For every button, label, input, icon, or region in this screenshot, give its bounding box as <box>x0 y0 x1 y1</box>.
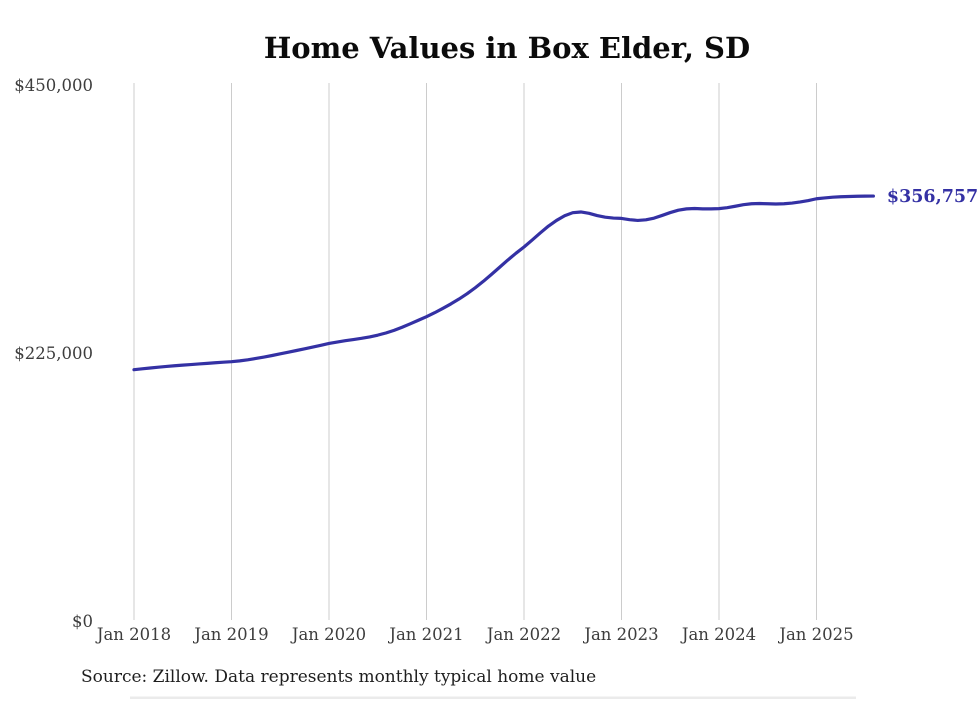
x-tick-label: Jan 2021 <box>387 625 463 644</box>
cropped-content-artifact <box>130 696 856 699</box>
y-tick-label: $225,000 <box>14 344 93 363</box>
home-value-line <box>132 194 875 372</box>
x-tick-label: Jan 2024 <box>680 625 756 644</box>
x-tick-label: Jan 2023 <box>582 625 658 644</box>
source-note: Source: Zillow. Data represents monthly … <box>81 667 596 687</box>
x-tick-label: Jan 2018 <box>95 625 171 644</box>
x-tick-label: Jan 2019 <box>192 625 268 644</box>
vertical-gridlines <box>133 83 817 620</box>
x-tick-label: Jan 2022 <box>485 625 561 644</box>
y-axis-labels: $0 $225,000 $450,000 <box>14 76 93 631</box>
final-value-label: $356,757 <box>887 187 978 207</box>
y-tick-label: $450,000 <box>14 76 93 95</box>
x-tick-label: Jan 2025 <box>777 625 853 644</box>
chart-title: Home Values in Box Elder, SD <box>264 31 750 65</box>
home-value-line-series <box>132 194 875 372</box>
x-axis-labels: Jan 2018 Jan 2019 Jan 2020 Jan 2021 Jan 2022… <box>95 625 854 644</box>
y-tick-label: $0 <box>72 612 93 631</box>
x-tick-label: Jan 2020 <box>290 625 366 644</box>
